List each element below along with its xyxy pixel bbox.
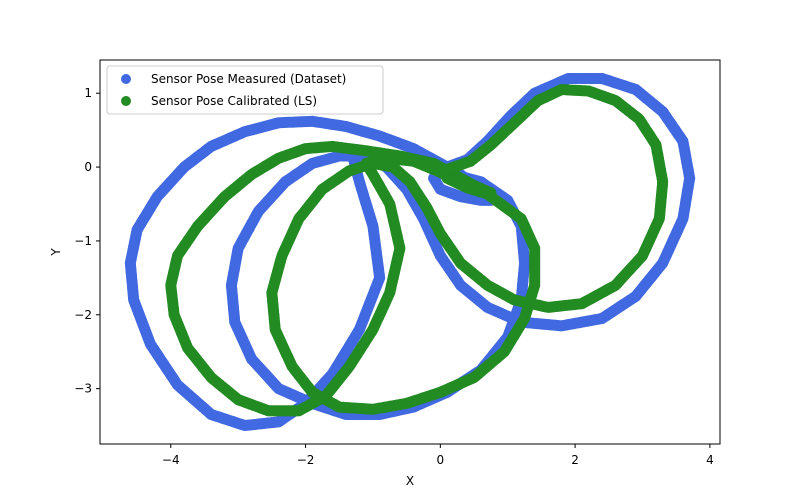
y-tick-label: −2 (74, 308, 92, 322)
x-tick-label: −2 (297, 453, 315, 467)
legend: Sensor Pose Measured (Dataset) Sensor Po… (106, 65, 384, 115)
y-tick-label: 0 (84, 160, 92, 174)
y-tick-label: 1 (84, 86, 92, 100)
x-axis: −4 −2 0 2 4 (162, 444, 714, 467)
y-tick-label: −3 (74, 382, 92, 396)
data-point (483, 187, 495, 199)
plot-frame (99, 59, 721, 445)
y-axis: 1 0 −1 −2 −3 (74, 86, 100, 396)
x-tick-label: 2 (571, 453, 579, 467)
legend-box (106, 65, 384, 115)
y-axis-label: Y (49, 248, 63, 257)
legend-label-measured: Sensor Pose Measured (Dataset) (151, 72, 346, 86)
y-tick-label: −1 (74, 234, 92, 248)
x-tick-label: 4 (706, 453, 714, 467)
series-layer (124, 73, 696, 431)
legend-marker-calibrated (121, 96, 131, 106)
series-1 (165, 84, 669, 417)
x-axis-label: X (406, 474, 414, 488)
x-tick-label: −4 (162, 453, 180, 467)
x-tick-label: 0 (437, 453, 445, 467)
legend-marker-measured (121, 74, 131, 84)
legend-label-calibrated: Sensor Pose Calibrated (LS) (151, 94, 317, 108)
